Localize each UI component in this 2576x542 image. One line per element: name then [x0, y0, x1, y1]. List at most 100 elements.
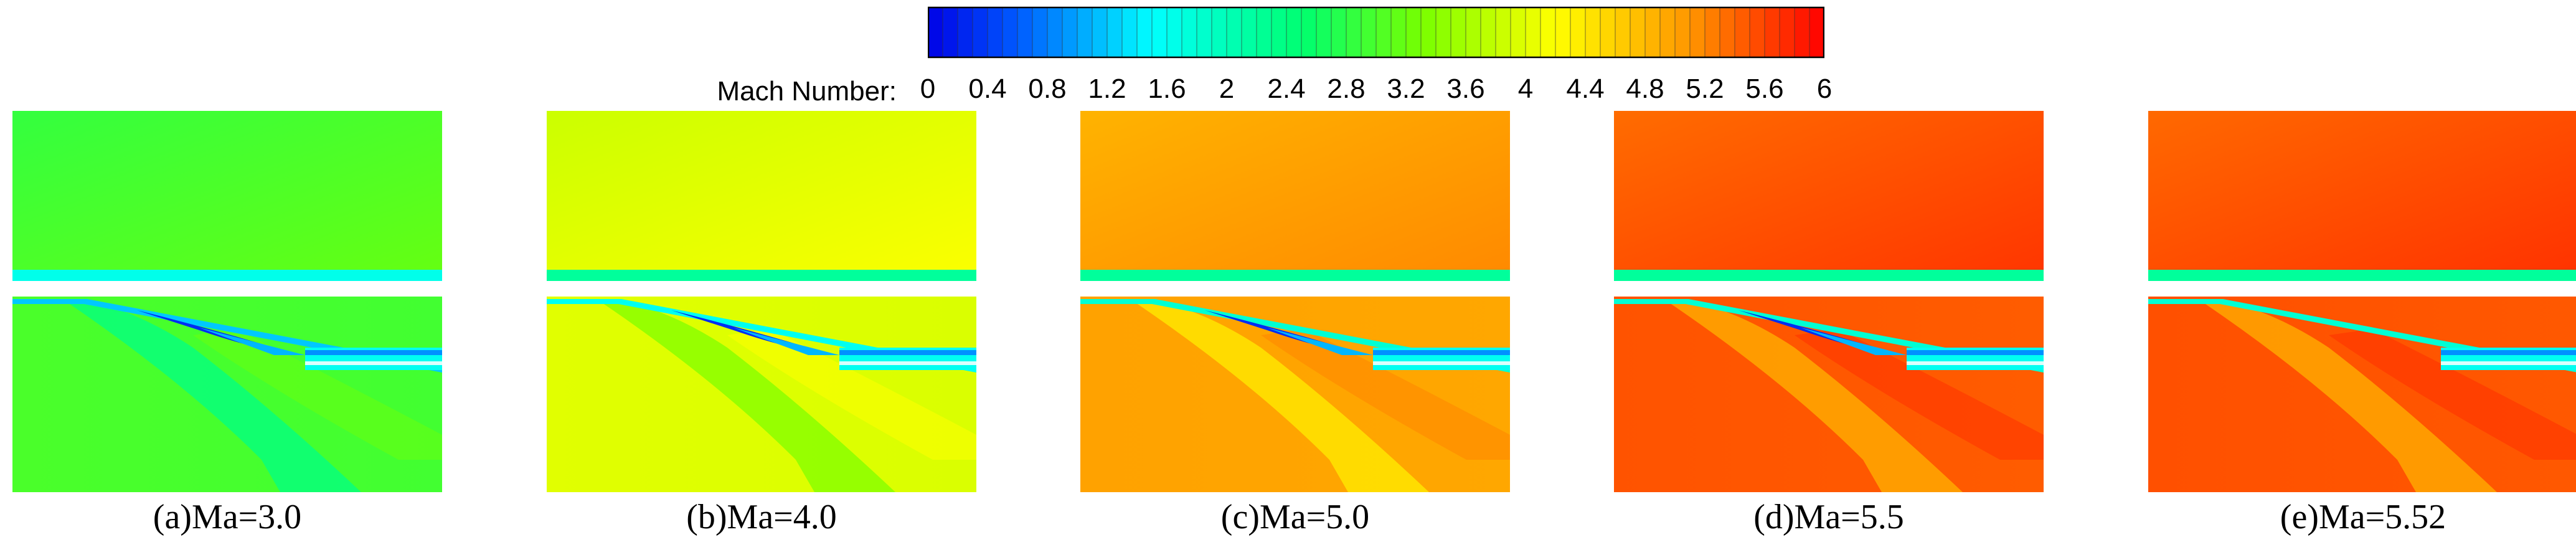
colorbar-band — [1361, 7, 1377, 57]
separation-core — [1801, 328, 1907, 355]
colorbar-band — [1137, 7, 1153, 57]
colorbar-tick-label: 3.6 — [1446, 74, 1485, 104]
cowl-lip — [305, 361, 442, 365]
colorbar-tick-label: 5.2 — [1686, 74, 1724, 104]
colorbar-band — [943, 7, 958, 57]
panel-d — [1614, 111, 2044, 492]
colorbar-band — [1107, 7, 1123, 57]
colorbar-band — [1540, 7, 1556, 57]
cowl-lip — [1907, 361, 2044, 365]
cowl-upper-layer — [839, 350, 976, 355]
colorbar-band — [1301, 7, 1317, 57]
upper-boundary-layer — [2148, 270, 2576, 281]
oblique-shock-band — [1664, 299, 1963, 492]
upper-boundary-layer — [547, 270, 976, 281]
upper-boundary-layer — [12, 270, 442, 281]
post-shock-region — [727, 329, 976, 460]
colorbar-band — [1122, 7, 1138, 57]
caption-d: (d)Ma=5.5 — [1753, 498, 1904, 536]
colorbar-tick-label: 2.4 — [1267, 74, 1306, 104]
cowl-upper-layer — [1907, 350, 2044, 355]
colorbar-tick-label: 2 — [1219, 74, 1235, 104]
caption-b: (b)Ma=4.0 — [686, 498, 837, 536]
colorbar-tick-label: 0 — [920, 74, 936, 104]
colorbar-tick-label: 4.8 — [1626, 74, 1664, 104]
colorbar-band — [1451, 7, 1466, 57]
colorbar-band — [1675, 7, 1691, 57]
colorbar-band — [1645, 7, 1661, 57]
colorbar — [928, 6, 1824, 59]
colorbar-band — [928, 7, 943, 57]
colorbar-band — [1585, 7, 1601, 57]
colorbar-tick-label: 0.4 — [968, 74, 1007, 104]
panel-e — [2148, 111, 2576, 492]
colorbar-band — [1242, 7, 1257, 57]
colorbar-tick-label: 3.2 — [1387, 74, 1425, 104]
upper-flow-field — [1080, 111, 1510, 279]
colorbar-band — [1227, 7, 1242, 57]
colorbar-band — [1376, 7, 1392, 57]
panel-b — [547, 111, 976, 492]
colorbar-band — [1481, 7, 1496, 57]
colorbar-band — [1047, 7, 1063, 57]
panel-a — [12, 111, 442, 492]
upper-boundary-layer — [1614, 270, 2044, 281]
colorbar-band — [1720, 7, 1735, 57]
colorbar-tick-label: 2.8 — [1327, 74, 1366, 104]
colorbar-tick-label: 1.6 — [1148, 74, 1186, 104]
colorbar-band — [1077, 7, 1093, 57]
colorbar-band — [1421, 7, 1437, 57]
colorbar-band — [1600, 7, 1616, 57]
colorbar-band — [1182, 7, 1197, 57]
colorbar-band — [1555, 7, 1571, 57]
post-shock-region — [2329, 329, 2576, 460]
colorbar-band — [1735, 7, 1750, 57]
cowl-lip — [2441, 361, 2576, 365]
colorbar-band — [1062, 7, 1078, 57]
oblique-shock-band — [2198, 299, 2497, 492]
colorbar-band — [1152, 7, 1168, 57]
colorbar-title: Mach Number: — [717, 76, 897, 107]
colorbar-band — [1795, 7, 1810, 57]
upper-flow-field — [12, 111, 442, 279]
colorbar-frame — [928, 6, 1824, 59]
upper-flow-field — [2148, 111, 2576, 279]
colorbar-band — [1197, 7, 1212, 57]
caption-e: (e)Ma=5.52 — [2280, 498, 2446, 536]
colorbar-tick-label: 1.2 — [1088, 74, 1126, 104]
cowl-upper-layer — [1373, 350, 1510, 355]
colorbar-band — [1750, 7, 1765, 57]
oblique-shock-band — [62, 299, 361, 492]
colorbar-band — [1630, 7, 1646, 57]
colorbar-band — [1212, 7, 1227, 57]
upper-boundary-layer — [1080, 270, 1510, 281]
colorbar-band — [1257, 7, 1272, 57]
upper-flow-field — [547, 111, 976, 279]
separation-core — [1267, 328, 1373, 355]
post-shock-region — [1261, 329, 1510, 460]
colorbar-band — [1391, 7, 1407, 57]
oblique-shock-band — [597, 299, 895, 492]
colorbar-band — [1570, 7, 1586, 57]
post-shock-region — [1795, 329, 2044, 460]
colorbar-band — [1017, 7, 1033, 57]
colorbar-band — [1331, 7, 1347, 57]
separation-core — [199, 328, 305, 355]
caption-c: (c)Ma=5.0 — [1220, 498, 1370, 536]
colorbar-band — [1271, 7, 1287, 57]
cowl-upper-layer — [305, 350, 442, 355]
colorbar-band — [1466, 7, 1481, 57]
colorbar-band — [1406, 7, 1422, 57]
colorbar-tick-label: 6 — [1816, 74, 1833, 104]
colorbar-band — [1765, 7, 1780, 57]
oblique-shock-band — [1130, 299, 1429, 492]
post-shock-region — [193, 329, 442, 460]
colorbar-band — [958, 7, 973, 57]
colorbar-ticks: 0 0.4 0.8 1.2 1.6 2 2.4 2.8 3.2 3.6 4 4.4 4.8 5.2 5.6 6 — [920, 74, 1832, 111]
colorbar-band — [1660, 7, 1676, 57]
cowl-lip — [839, 361, 976, 365]
colorbar-tick-label: 0.8 — [1028, 74, 1067, 104]
colorbar-band — [1167, 7, 1182, 57]
colorbar-band — [988, 7, 1003, 57]
colorbar-tick-label: 5.6 — [1745, 74, 1784, 104]
